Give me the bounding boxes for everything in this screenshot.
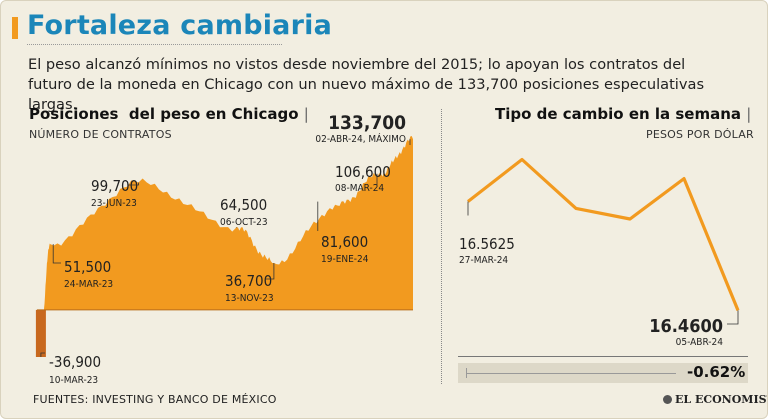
positions-leader-4 xyxy=(265,263,275,280)
change-track xyxy=(466,373,676,374)
positions-leader-1 xyxy=(52,244,61,264)
fx-chart-title: Tipo de cambio en la semana xyxy=(495,105,742,123)
fx-chart-unit: PESOS POR DÓLAR xyxy=(646,128,754,141)
subtitle: El peso alcanzó mínimos no vistos desde … xyxy=(28,56,705,113)
fx-chart-header: Tipo de cambio en la semana | xyxy=(495,105,752,123)
fx-change-percent: -0.62% xyxy=(687,363,746,381)
positions-label-date-4: 13-NOV-23 xyxy=(225,293,274,304)
positions-label-date-1: 24-MAR-23 xyxy=(64,279,113,290)
page-title: Fortaleza cambiaria xyxy=(27,10,332,41)
positions-label-value-2: 99,700 xyxy=(91,177,138,195)
positions-chart-title: Posiciones del peso en Chicago xyxy=(29,105,299,123)
positions-label-date-6: 08-MAR-24 xyxy=(335,183,384,194)
title-underline xyxy=(27,44,282,45)
fx-label-date-end: 05-ABR-24 xyxy=(676,337,724,348)
positions-label-value-0: -36,900 xyxy=(49,353,101,371)
positions-label-value-3: 64,500 xyxy=(220,196,267,214)
positions-label-value-7: 133,700 xyxy=(328,112,406,134)
fx-label-date-start: 27-MAR-24 xyxy=(459,255,508,266)
brand-name: EL ECONOMISTA xyxy=(675,393,767,406)
title-accent-bar xyxy=(12,17,18,39)
positions-label-date-0: 10-MAR-23 xyxy=(49,375,98,386)
positions-label-date-2: 23-JUN-23 xyxy=(91,198,137,209)
panel-divider xyxy=(441,109,442,384)
sources-note: FUENTES: INVESTING Y BANCO DE MÉXICO xyxy=(33,393,277,406)
change-tick xyxy=(466,368,467,378)
positions-chart-header: Posiciones del peso en Chicago | xyxy=(29,105,309,123)
change-rule xyxy=(458,356,748,357)
positions-label-value-5: 81,600 xyxy=(321,233,368,251)
positions-leader-2 xyxy=(128,182,139,186)
positions-label-date-3: 06-OCT-23 xyxy=(220,217,268,228)
fx-line xyxy=(467,157,740,312)
positions-negative-bar xyxy=(35,309,46,357)
fx-label-value-end: 16.4600 xyxy=(649,316,723,337)
positions-label-date-7: 02-ABR-24, MÁXIMO xyxy=(315,132,406,145)
positions-chart-unit: NÚMERO DE CONTRATOS xyxy=(29,128,172,141)
positions-label-value-4: 36,700 xyxy=(225,272,272,290)
fx-leader-end xyxy=(727,310,739,325)
positions-label-date-5: 19-ENE-24 xyxy=(321,254,369,265)
brand-logo: EL ECONOMISTA xyxy=(663,393,767,406)
positions-label-value-6: 106,600 xyxy=(335,163,391,181)
positions-leader-0 xyxy=(40,352,45,357)
positions-area xyxy=(39,136,414,358)
brand-mark-icon xyxy=(663,395,672,404)
positions-label-value-1: 51,500 xyxy=(64,258,111,276)
fx-label-value-start: 16.5625 xyxy=(459,235,515,253)
